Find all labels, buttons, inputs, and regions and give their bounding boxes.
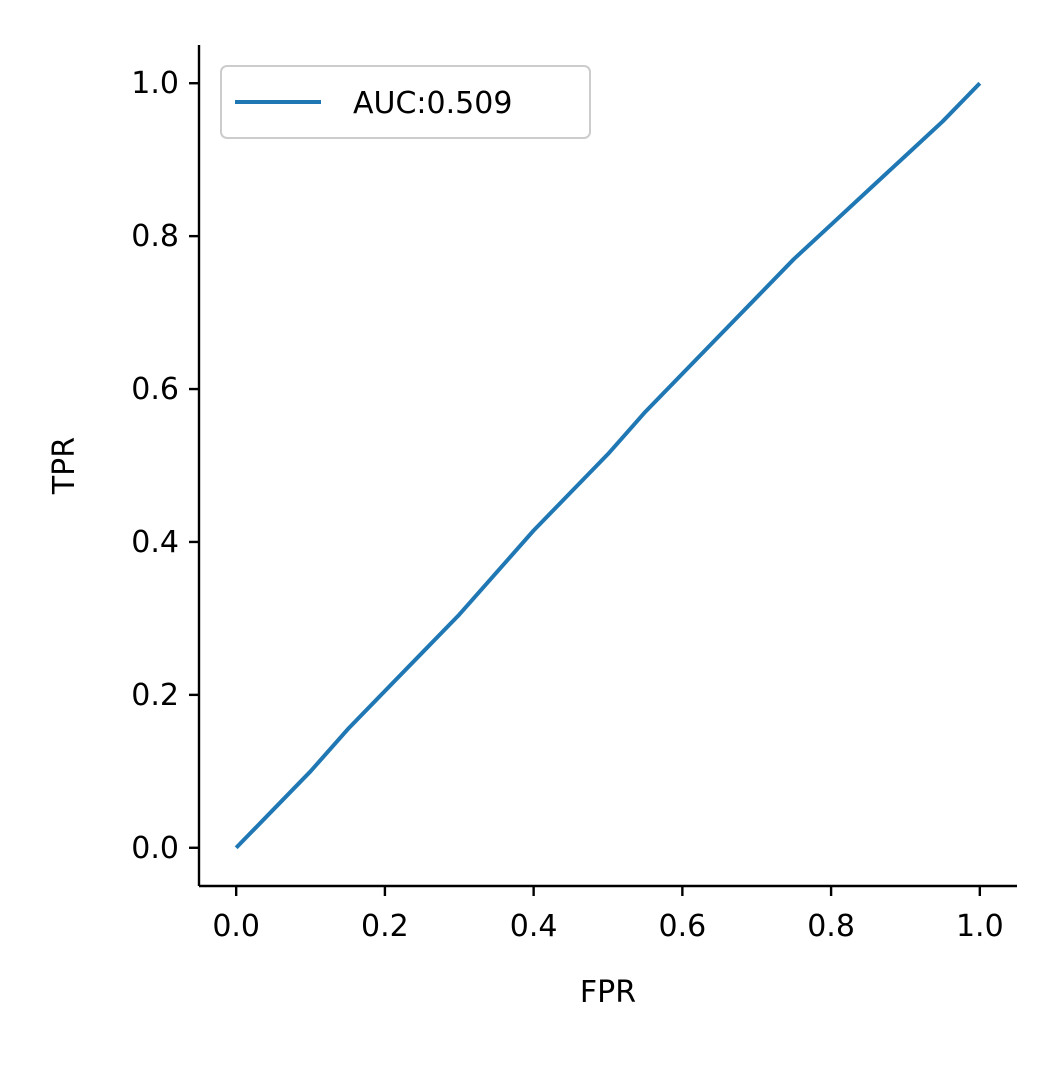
x-tick-label: 1.0 [956,909,1004,944]
y-tick-label: 1.0 [131,66,179,101]
series-layer [234,81,982,850]
x-axis-label: FPR [580,975,636,1010]
x-tick-label: 0.4 [510,909,558,944]
y-tick-label: 0.0 [131,831,179,866]
axes: 0.0 0.2 0.4 0.6 0.8 1.0 0.0 0.2 0.4 0.6 0.8 1.0 [131,45,1017,944]
y-axis-label: TPR [47,437,82,495]
legend: AUC:0.509 [220,65,591,139]
y-tick-label: 0.6 [131,372,179,407]
series-line-0 [234,81,982,850]
y-tick-label: 0.4 [131,525,179,560]
legend-box [220,65,591,139]
x-tick-label: 0.8 [807,909,855,944]
x-tick-label: 0.0 [212,909,260,944]
y-tick-label: 0.2 [131,678,179,713]
y-tick-label: 0.8 [131,219,179,254]
x-tick-label: 0.6 [659,909,707,944]
legend-label: AUC:0.509 [353,86,512,121]
x-tick-label: 0.2 [361,909,409,944]
